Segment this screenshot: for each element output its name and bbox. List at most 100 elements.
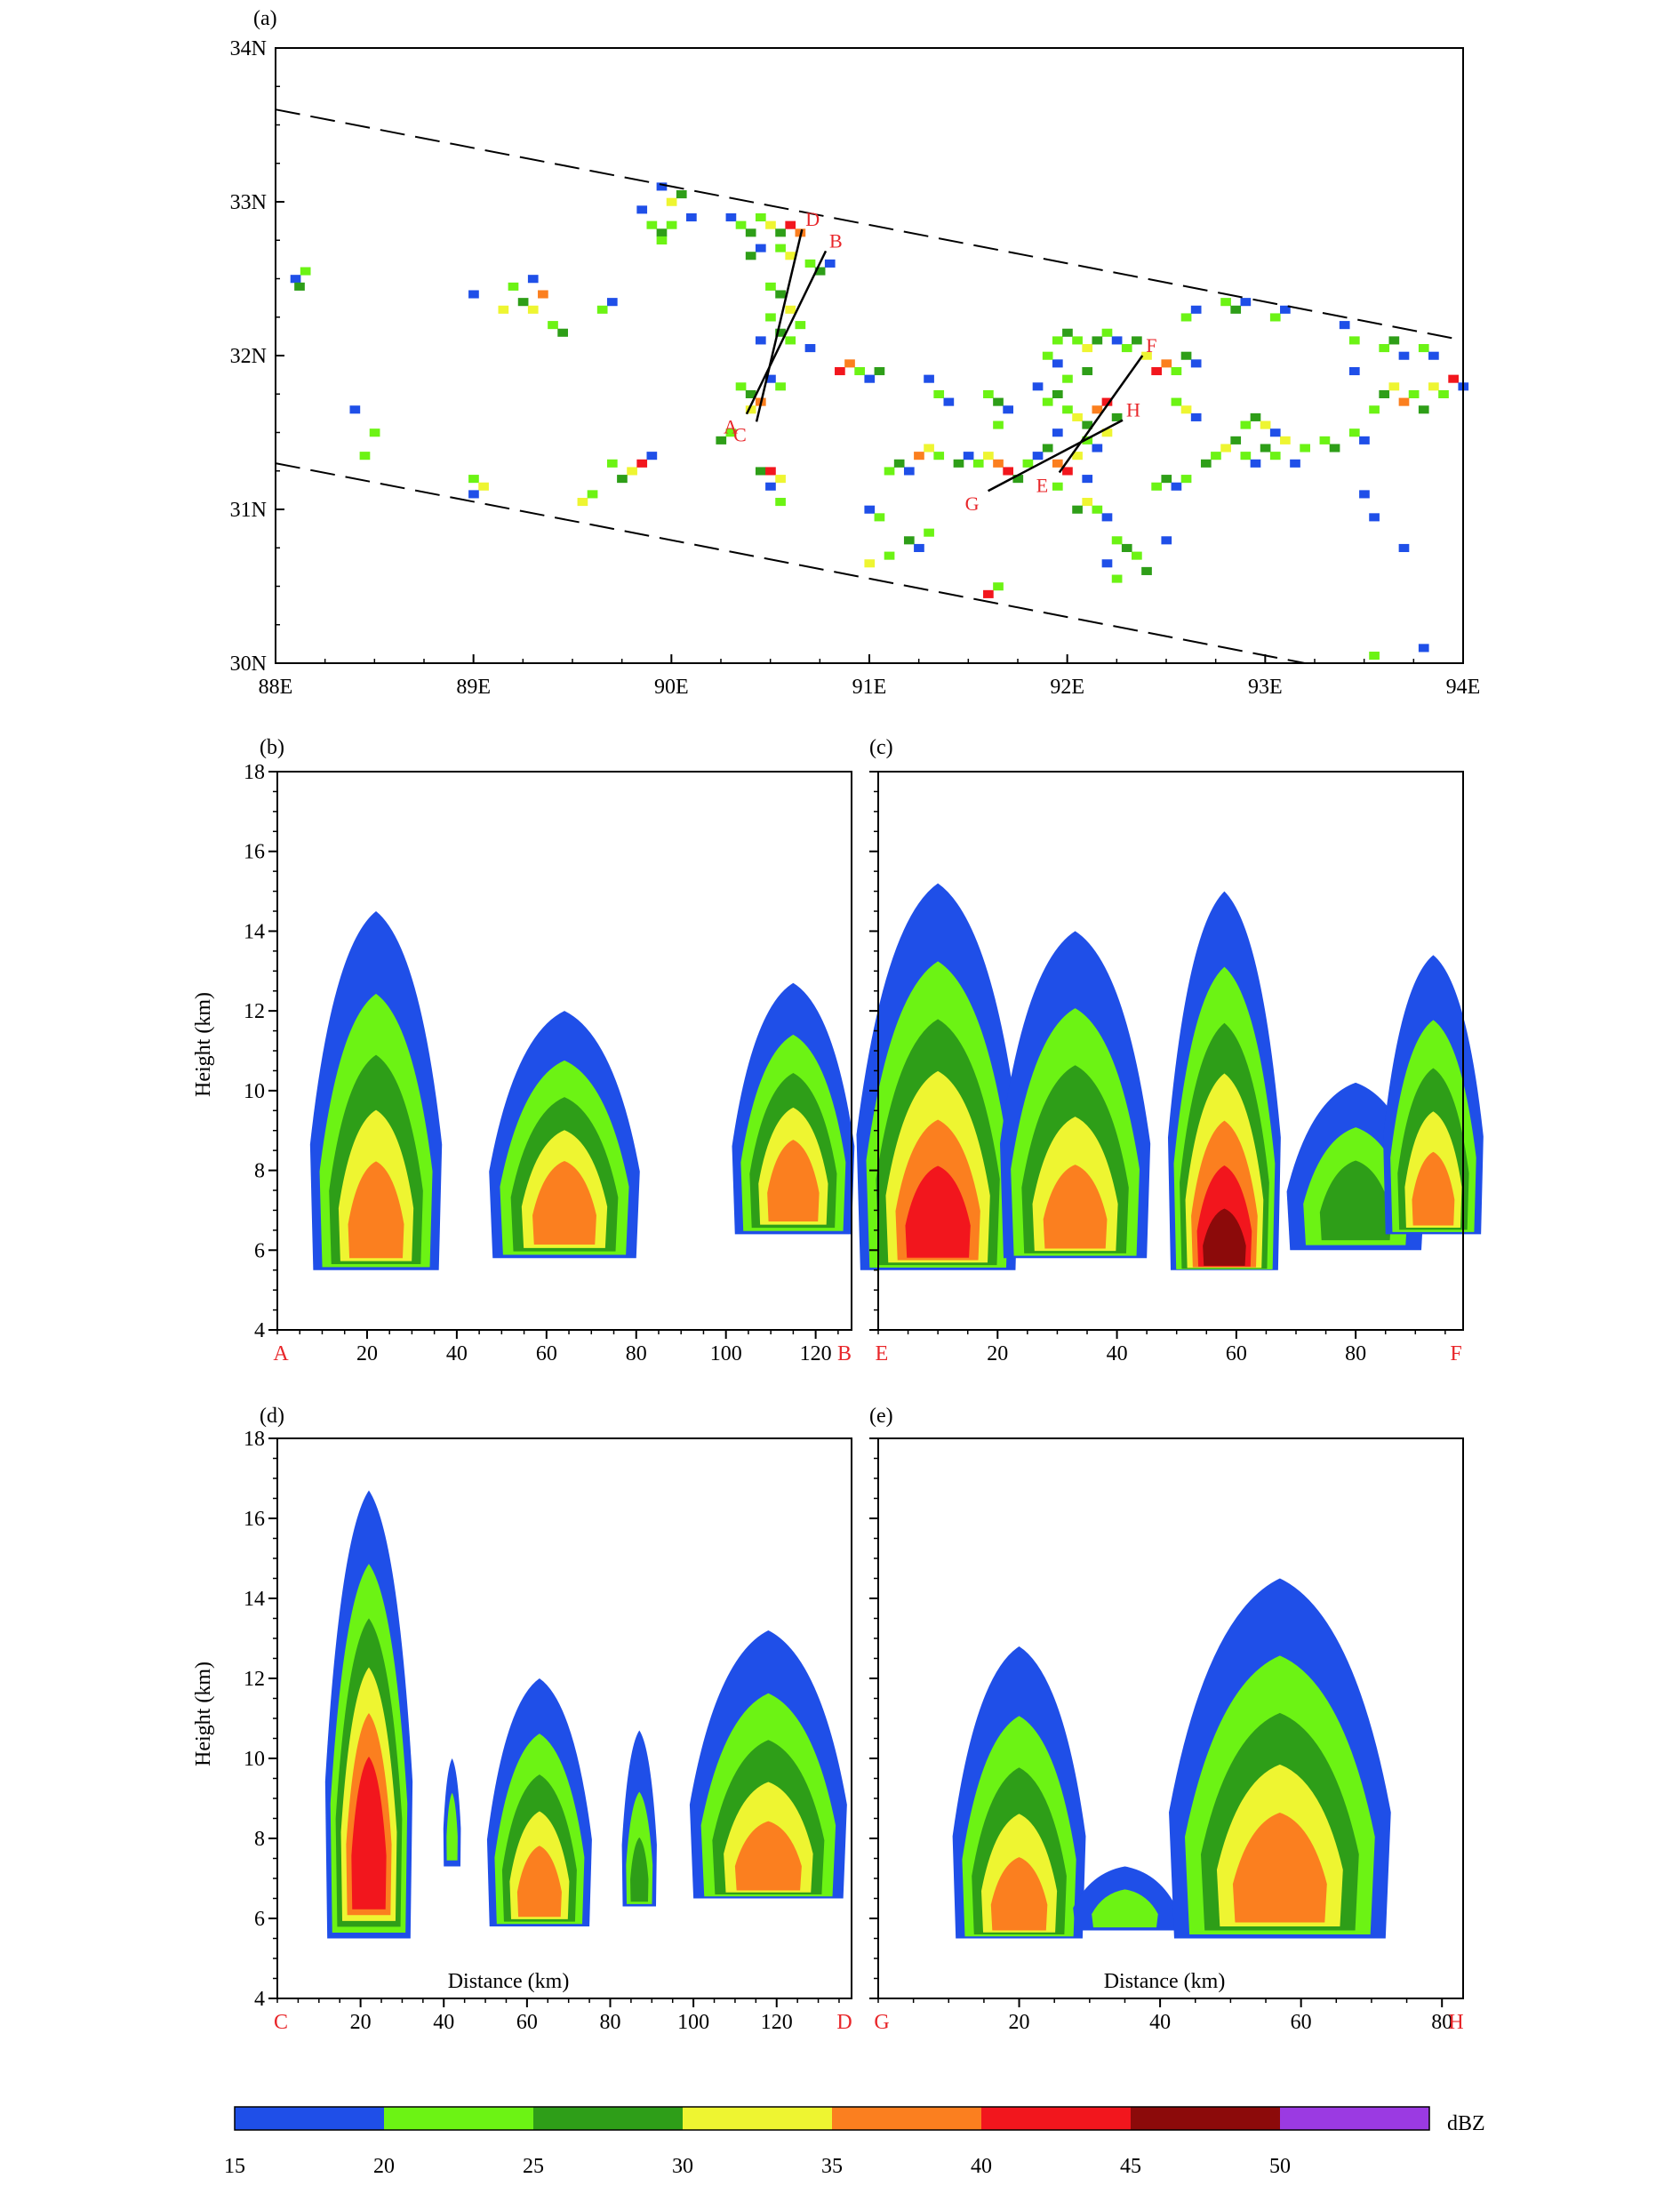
echo-cell (1220, 444, 1231, 452)
echo-cell (993, 397, 1004, 406)
swath-edge-line (275, 462, 1306, 664)
cross-section-end-label: D (805, 208, 820, 230)
reflectivity-contour (348, 1161, 404, 1259)
echo-cell (745, 228, 756, 237)
colorbar-frame (234, 2106, 1430, 2131)
echo-cell (636, 459, 648, 468)
x-tick-label: 120 (761, 2011, 793, 2034)
panel-label-a: (a) (253, 7, 277, 30)
echo-cell (1101, 513, 1113, 522)
echo-cell (1240, 298, 1252, 307)
echo-cell (646, 452, 658, 460)
echo-cell (775, 244, 786, 252)
section-panel-e: (e) Distance (km) 20 40 60 80 G H (869, 1405, 1464, 2034)
echo-cell (1269, 313, 1281, 322)
echo-cell (983, 389, 994, 399)
echo-cell (1062, 405, 1073, 414)
echo-cell (1190, 412, 1202, 421)
x-tick-label: 93E (1248, 676, 1283, 699)
echo-cell (1319, 436, 1331, 444)
cross-section-start-label: E (1036, 474, 1048, 496)
echo-cell (1032, 452, 1044, 460)
echo-cell (1300, 444, 1310, 452)
echo-cell (1348, 366, 1360, 376)
y-tick-label: 4 (254, 1319, 265, 1342)
echo-cell (1111, 574, 1123, 583)
echo-cell (1092, 444, 1103, 452)
colorbar-swatches (234, 2106, 1430, 2131)
echo-cell (1438, 389, 1449, 399)
x-tick-label: 88E (259, 676, 293, 699)
colorbar-swatch (683, 2107, 832, 2130)
echo-cell (1180, 313, 1192, 322)
x-axis-label-e: Distance (km) (1104, 1970, 1226, 1993)
echo-cell (1398, 543, 1410, 553)
y-tick-label: 33N (230, 191, 267, 214)
echo-cell (1418, 344, 1429, 353)
x-tick-label: 20 (356, 1342, 378, 1365)
x-tick-label: 94E (1446, 676, 1481, 699)
x-tick-label: 60 (536, 1342, 557, 1365)
panel-label-c: (c) (869, 736, 893, 759)
y-tick-label: 4 (254, 1988, 265, 2011)
colorbar-tick-label: 30 (672, 2155, 693, 2178)
colorbar-swatch (384, 2107, 533, 2130)
y-tick-label: 31N (230, 499, 267, 522)
echo-cell (725, 428, 737, 437)
x-tick-label: 80 (599, 2011, 620, 2034)
echo-cell (765, 313, 776, 322)
y-tick-label: 8 (254, 1160, 265, 1183)
echo-cell (1082, 366, 1093, 376)
colorbar-swatch (533, 2107, 683, 2130)
echo-cell (1329, 444, 1340, 452)
echo-cell (1398, 397, 1410, 406)
echo-cell (1052, 336, 1063, 345)
echo-cell (1132, 551, 1142, 560)
echo-cell (755, 212, 766, 222)
echo-cell (755, 244, 766, 252)
echo-cell (893, 459, 905, 468)
echo-cell (1052, 359, 1063, 368)
section-end-label: F (1450, 1342, 1461, 1365)
echo-cell (884, 467, 895, 476)
echo-cell (765, 282, 776, 291)
echo-cell (864, 505, 876, 514)
echo-cell (716, 436, 727, 444)
echo-cell (963, 452, 974, 460)
echo-cell (804, 259, 816, 268)
echo-cell (1072, 336, 1083, 345)
convective-cell (999, 931, 1151, 1259)
echo-cell (294, 282, 305, 291)
echo-cell (517, 298, 529, 307)
echo-cell (775, 475, 786, 484)
echo-cell (1339, 321, 1350, 330)
y-tick-label: 10 (244, 1748, 265, 1771)
colorbar-tick-labels: 15 20 25 30 35 40 45 50 (224, 2155, 1291, 2178)
section-panel-b: (b) Height (km) 20 40 60 80 100 120 4 6 8 10 12 14 1… (192, 736, 855, 1365)
echo-cell (1388, 382, 1400, 391)
echo-cell (943, 397, 955, 406)
echo-cell (1082, 436, 1093, 444)
map-panel: (a) A B C D E F G H 88E 89E 90E 91E 92E 93E 94E 30N 31N… (230, 7, 1481, 699)
echo-cell (1062, 467, 1073, 476)
y-tick-label: 30N (230, 653, 267, 676)
echo-cell (1240, 452, 1252, 460)
x-tick-label: 60 (1226, 1342, 1247, 1365)
echo-cell (804, 344, 816, 353)
echo-cell (666, 197, 677, 206)
colorbar-swatch (981, 2107, 1131, 2130)
echo-cell (1072, 452, 1083, 460)
x-tick-label: 80 (626, 1342, 647, 1365)
echo-cell (1260, 420, 1271, 429)
echo-cell (1448, 374, 1459, 383)
reflectivity-contour (905, 1165, 971, 1258)
echo-cell (854, 366, 865, 376)
echo-cell (735, 220, 747, 229)
colorbar-tick-label: 15 (224, 2155, 245, 2178)
swath-edges (275, 108, 1464, 664)
echo-cell (1111, 412, 1123, 421)
echo-cell (636, 205, 648, 214)
echo-cell (498, 305, 509, 314)
echo-cell (508, 282, 519, 291)
echo-cell (606, 459, 618, 468)
